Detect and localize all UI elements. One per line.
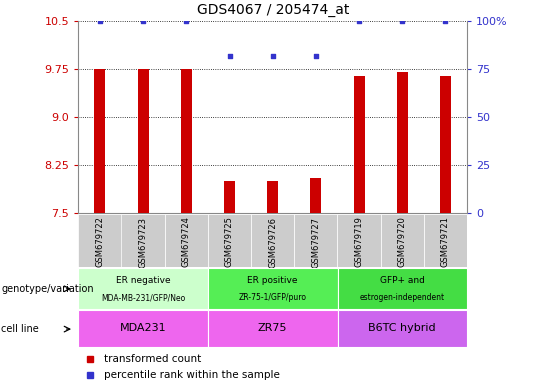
Bar	[294, 214, 338, 267]
Bar	[208, 268, 338, 309]
Point	[355, 18, 363, 24]
Point	[398, 18, 407, 24]
Bar	[354, 76, 364, 213]
Text: GSM679725: GSM679725	[225, 217, 234, 267]
Bar	[208, 310, 338, 347]
Bar	[78, 268, 208, 309]
Bar	[424, 214, 467, 267]
Bar	[267, 181, 278, 213]
Text: ZR75: ZR75	[258, 323, 287, 333]
Text: B6TC hybrid: B6TC hybrid	[368, 323, 436, 333]
Text: ER positive: ER positive	[247, 276, 298, 285]
Bar	[224, 181, 235, 213]
Point	[225, 53, 234, 59]
Bar	[251, 214, 294, 267]
Bar	[208, 214, 251, 267]
Bar	[338, 268, 467, 309]
Bar	[338, 214, 381, 267]
Text: GFP+ and: GFP+ and	[380, 276, 425, 285]
Text: ER negative: ER negative	[116, 276, 171, 285]
Bar	[165, 214, 208, 267]
Text: GSM679727: GSM679727	[312, 217, 320, 268]
Bar	[138, 69, 148, 213]
Text: estrogen-independent: estrogen-independent	[360, 293, 445, 302]
Text: GSM679723: GSM679723	[139, 217, 147, 268]
Bar	[94, 69, 105, 213]
Text: cell line: cell line	[1, 324, 39, 334]
Text: GSM679722: GSM679722	[96, 217, 104, 267]
Point	[441, 18, 450, 24]
Point	[312, 53, 320, 59]
Text: ZR-75-1/GFP/puro: ZR-75-1/GFP/puro	[239, 293, 307, 302]
Bar	[122, 214, 165, 267]
Bar	[440, 76, 451, 213]
Text: genotype/variation: genotype/variation	[1, 284, 94, 294]
Point	[182, 18, 191, 24]
Text: percentile rank within the sample: percentile rank within the sample	[104, 370, 279, 380]
Text: transformed count: transformed count	[104, 354, 201, 364]
Bar	[181, 69, 192, 213]
Bar	[397, 72, 408, 213]
Text: GSM679724: GSM679724	[182, 217, 191, 267]
Bar	[310, 178, 321, 213]
Point	[96, 18, 104, 24]
Text: GSM679719: GSM679719	[355, 217, 363, 267]
Bar	[381, 214, 424, 267]
Text: GSM679726: GSM679726	[268, 217, 277, 268]
Bar	[78, 214, 122, 267]
Bar	[338, 310, 467, 347]
Text: GSM679720: GSM679720	[398, 217, 407, 267]
Text: MDA231: MDA231	[120, 323, 166, 333]
Point	[139, 18, 147, 24]
Text: MDA-MB-231/GFP/Neo: MDA-MB-231/GFP/Neo	[101, 293, 185, 302]
Title: GDS4067 / 205474_at: GDS4067 / 205474_at	[197, 3, 349, 17]
Text: GSM679721: GSM679721	[441, 217, 450, 267]
Bar	[78, 310, 208, 347]
Point	[268, 53, 277, 59]
